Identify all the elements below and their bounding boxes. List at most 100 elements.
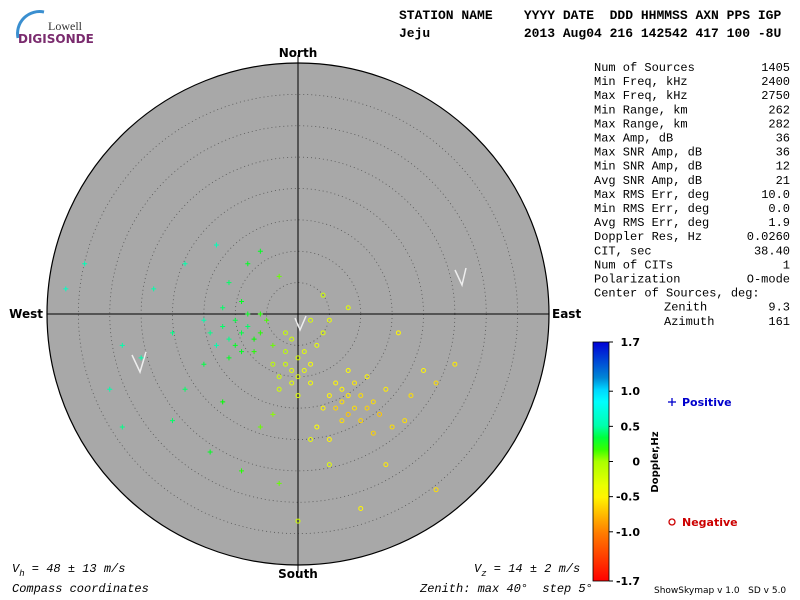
colorbar-tick-label: 0.5 — [621, 420, 641, 433]
source-positive — [182, 386, 188, 392]
stat-value: 36 — [776, 146, 790, 160]
colorbar-tick-label: -0.5 — [616, 491, 640, 504]
source-positive — [182, 261, 188, 267]
stat-value: 1 — [783, 258, 790, 272]
legend-circle — [668, 518, 676, 526]
source-positive — [257, 248, 263, 254]
stat-value: 38.40 — [754, 244, 790, 258]
vz-sub: z — [481, 569, 486, 579]
stat-value: 282 — [768, 117, 790, 131]
source-negative — [351, 380, 357, 386]
source-positive — [226, 355, 232, 361]
logo-small: Lowell — [48, 19, 83, 33]
stat-label: Max Freq, kHz — [594, 89, 688, 103]
stat-value: 262 — [768, 103, 790, 117]
source-positive — [245, 311, 251, 317]
source-positive — [226, 280, 232, 286]
source-negative — [333, 380, 339, 386]
source-positive — [220, 399, 226, 405]
stats: Num of Sources 1405 Min Freq, kHz 2400 Max F… — [594, 61, 790, 329]
source-positive — [239, 330, 245, 336]
source-negative — [276, 386, 282, 392]
source-negative — [314, 342, 320, 348]
logo-big: DIGISONDE — [18, 32, 94, 46]
source-positive — [239, 468, 245, 474]
source-positive — [245, 324, 251, 330]
source-negative — [314, 424, 320, 430]
source-negative — [301, 367, 307, 373]
source-negative — [320, 330, 326, 336]
source-negative — [339, 418, 345, 424]
source-positive — [270, 411, 276, 417]
source-positive — [257, 330, 263, 336]
source-negative — [370, 399, 376, 405]
source-negative — [358, 393, 364, 399]
source-positive — [119, 424, 125, 430]
center-value: 161 — [768, 315, 790, 329]
source-negative — [383, 462, 389, 468]
source-negative — [433, 487, 439, 493]
stat-label: Min RMS Err, deg — [594, 202, 709, 216]
source-positive — [251, 336, 257, 342]
source-negative — [289, 380, 295, 386]
source-positive — [220, 305, 226, 311]
source-negative — [364, 405, 370, 411]
stat-label: Avg SNR Amp, dB — [594, 174, 702, 188]
source-negative — [377, 411, 383, 417]
vz: Vz = 14 ± 2 m/s — [474, 562, 580, 579]
center-label: Azimuth — [664, 315, 714, 329]
source-negative — [383, 386, 389, 392]
source-negative — [295, 355, 301, 361]
source-negative — [308, 380, 314, 386]
source-positive — [138, 355, 144, 361]
colorbar-label: Doppler,Hz — [650, 431, 661, 492]
source-positive — [257, 311, 263, 317]
stat-value: 21 — [776, 174, 790, 188]
source-positive — [213, 242, 219, 248]
stat-label: Max RMS Err, deg — [594, 188, 709, 202]
source-negative — [421, 367, 426, 373]
north-label: North — [279, 46, 317, 60]
colorbar-tick-label: -1.0 — [616, 526, 640, 539]
source-negative — [276, 374, 282, 380]
source-negative — [433, 380, 439, 386]
vh-sub: h — [19, 569, 24, 579]
source-positive — [82, 261, 88, 267]
source-negative — [326, 462, 332, 468]
east-label: East — [552, 307, 581, 321]
source-negative — [339, 386, 345, 392]
source-negative — [270, 361, 276, 367]
source-negative — [452, 361, 458, 367]
source-negative — [395, 330, 401, 336]
velocity-mark — [454, 267, 467, 288]
source-negative — [389, 424, 395, 430]
zenith-note: Zenith: max 40° step 5° — [419, 582, 593, 596]
stat-value: 10.0 — [761, 188, 790, 202]
source-positive — [107, 386, 113, 392]
source-negative — [345, 305, 351, 311]
header-values: Jeju 2013 Aug04 216 142542 417 100 -8U — [399, 26, 781, 41]
source-negative — [282, 349, 288, 355]
source-positive — [232, 317, 238, 323]
stat-value: 1.9 — [768, 216, 790, 230]
colorbar-bar — [592, 341, 610, 582]
stat-label: Max Amp, dB — [594, 132, 673, 146]
source-positive — [276, 273, 282, 279]
source-negative — [289, 336, 295, 342]
source-positive — [264, 317, 270, 323]
source-positive — [251, 349, 257, 355]
stat-label: CIT, sec — [594, 244, 652, 258]
vh: Vh = 48 ± 13 m/s — [12, 562, 125, 579]
stat-value: O-mode — [747, 273, 790, 287]
stat-value: 12 — [776, 160, 790, 174]
source-positive — [276, 480, 282, 486]
source-negative — [351, 405, 357, 411]
source-positive — [201, 361, 207, 367]
source-negative — [333, 405, 339, 411]
header-labels: STATION NAME YYYY DATE DDD HHMMSS AXN PP… — [399, 8, 781, 23]
velocity-mark — [294, 315, 307, 332]
stat-label: Max SNR Amp, dB — [594, 146, 702, 160]
source-negative — [308, 317, 314, 323]
source-negative — [295, 374, 301, 380]
source-positive — [270, 342, 276, 348]
